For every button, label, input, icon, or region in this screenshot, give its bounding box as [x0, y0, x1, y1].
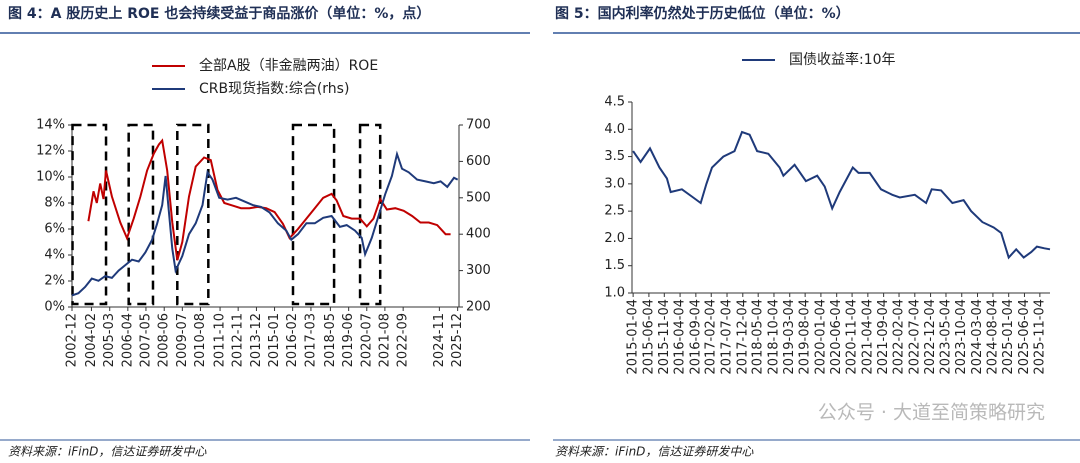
x-tick-label: 2024-03-04	[970, 299, 985, 375]
x-tick-label: 2019-08-04	[798, 299, 813, 375]
x-tick-label: 2023-10-04	[954, 299, 969, 375]
x-tick-label: 2017-07-04	[720, 299, 735, 375]
x-tick-label: 2005-03	[102, 313, 117, 367]
x-tick-label: 2012-11	[231, 313, 246, 367]
chart-title: 图 4：A 股历史上 ROE 也会持续受益于商品涨价（单位：%，点）	[8, 5, 430, 22]
x-tick-label: 2025-12	[450, 313, 465, 367]
x-tick-label: 2022-07-04	[907, 299, 922, 375]
y2-tick-label: 500	[466, 190, 491, 205]
x-tick-label: 2020-01-04	[813, 299, 828, 375]
x-tick-label: 2020-11-04	[845, 299, 860, 375]
x-tick-label: 2004-02	[84, 313, 99, 367]
series-line	[71, 150, 459, 297]
x-tick-label: 2015-01	[267, 313, 282, 367]
y-tick-label: 2.0	[604, 231, 625, 246]
highlight-box	[291, 123, 336, 306]
x-tick-label: 2021-09-04	[876, 299, 891, 375]
x-tick-label: 2021-08	[377, 313, 392, 367]
x-tick-label: 2013-12	[249, 313, 264, 367]
x-tick-label: 2019-03-04	[782, 299, 797, 375]
watermark: 公众号 · 大道至简策略研究	[818, 402, 1045, 424]
x-tick-label: 2021-04-04	[860, 299, 875, 375]
x-tick-label: 2016-02	[285, 313, 300, 367]
highlight-box	[71, 123, 108, 306]
x-tick-label: 2020-06-04	[829, 299, 844, 375]
y2-tick-label: 300	[466, 263, 491, 278]
x-tick-label: 2002-12	[65, 313, 80, 367]
x-tick-label: 2011-10	[213, 313, 228, 367]
x-tick-label: 2017-03	[303, 313, 318, 367]
y-tick-label: 4.0	[604, 122, 625, 137]
y-tick-label: 12%	[36, 144, 65, 159]
y-tick-label: 4.5	[604, 95, 625, 110]
x-tick-label: 2018-05-04	[751, 299, 766, 375]
x-tick-label: 2020-07	[359, 313, 374, 367]
x-tick-label: 2025-06-04	[1017, 299, 1032, 375]
y-tick-label: 6%	[44, 222, 65, 237]
y-tick-label: 1.0	[604, 286, 625, 301]
x-tick-label: 2025-01-04	[1001, 299, 1016, 375]
y2-tick-label: 700	[466, 118, 491, 133]
y2-tick-label: 200	[466, 300, 491, 315]
x-tick-label: 2018-10-04	[766, 299, 781, 375]
series-line	[87, 138, 451, 261]
highlight-box	[127, 123, 155, 306]
x-tick-label: 2009-07	[175, 313, 190, 367]
source: 资料来源：iFinD，信达证券研发中心	[555, 445, 754, 459]
source: 资料来源：iFinD，信达证券研发中心	[8, 445, 207, 459]
x-tick-label: 2018-05	[323, 313, 338, 367]
y-tick-label: 4%	[44, 248, 65, 263]
x-tick-label: 2016-04-04	[673, 299, 688, 375]
highlight-box	[358, 123, 382, 306]
x-tick-label: 2022-02-04	[892, 299, 907, 375]
x-tick-label: 2022-09	[396, 313, 411, 367]
x-tick-label: 2024-08-04	[985, 299, 1000, 375]
legend-label: CRB现货指数:综合(rhs)	[199, 80, 349, 97]
x-tick-label: 2010-08	[193, 313, 208, 367]
x-tick-label: 2025-11-04	[1032, 299, 1047, 375]
y-tick-label: 2%	[44, 274, 65, 289]
y-tick-label: 10%	[36, 170, 65, 185]
x-tick-label: 2022-12-04	[923, 299, 938, 375]
x-tick-label: 2006-04	[120, 313, 135, 367]
x-tick-label: 2015-06-04	[641, 299, 656, 375]
y-tick-label: 3.0	[604, 176, 625, 191]
y-tick-label: 8%	[44, 196, 65, 211]
legend-label: 全部A股（非金融两油）ROE	[199, 57, 378, 74]
y2-tick-label: 600	[466, 154, 491, 169]
y2-tick-label: 400	[466, 227, 491, 242]
x-tick-label: 2017-12-04	[735, 299, 750, 375]
y-tick-label: 3.5	[604, 149, 625, 164]
y-tick-label: 14%	[36, 118, 65, 133]
y-tick-label: 0%	[44, 300, 65, 315]
x-tick-label: 2023-05-04	[938, 299, 953, 375]
x-tick-label: 2017-02-04	[704, 299, 719, 375]
x-tick-label: 2015-11-04	[657, 299, 672, 375]
y-tick-label: 2.5	[604, 204, 625, 219]
x-tick-label: 2019-06	[341, 313, 356, 367]
legend-label: 国债收益率:10年	[789, 51, 896, 68]
series-line	[632, 130, 1051, 260]
x-tick-label: 2008-06	[157, 313, 172, 367]
y-tick-label: 1.5	[604, 258, 625, 273]
highlight-box	[176, 123, 210, 306]
chart-title: 图 5：国内利率仍然处于历史低位（单位：%）	[555, 5, 850, 22]
x-tick-label: 2015-01-04	[626, 299, 641, 375]
x-tick-label: 2007-05	[138, 313, 153, 367]
x-tick-label: 2016-09-04	[688, 299, 703, 375]
x-tick-label: 2024-11	[432, 313, 447, 367]
